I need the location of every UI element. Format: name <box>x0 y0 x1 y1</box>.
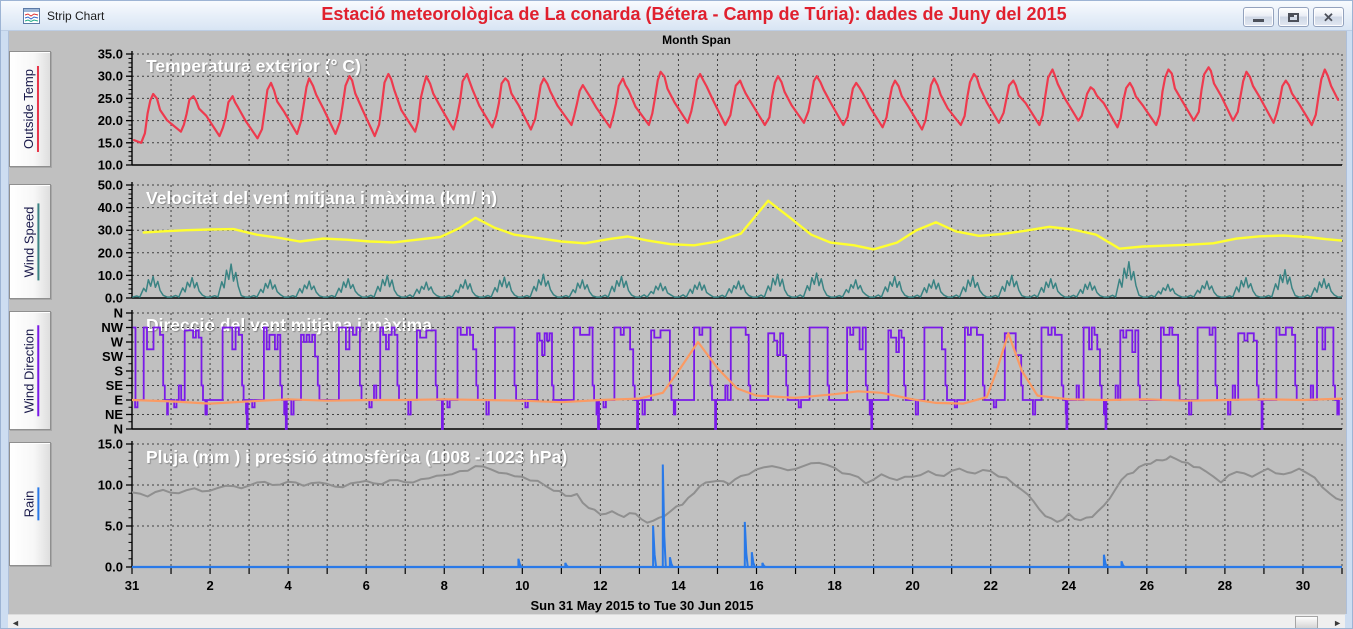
scroll-right-arrow[interactable]: ► <box>1333 618 1342 628</box>
close-icon: ✕ <box>1323 9 1334 25</box>
panel-button-outside-temp[interactable]: Outside Temp <box>9 51 51 167</box>
panel-button-wind-direction[interactable]: Wind Direction <box>9 311 51 430</box>
horizontal-scrollbar[interactable]: ◄ ► <box>8 614 1345 628</box>
scroll-left-arrow[interactable]: ◄ <box>11 618 20 628</box>
chart-title-wind-direction: Direcció del vent mitjana i màxima <box>146 315 432 335</box>
panel-button-label: Wind Speed <box>21 203 40 280</box>
panel-button-label: Outside Temp <box>21 66 39 152</box>
x-axis-date-range: Sun 31 May 2015 to Tue 30 Jun 2015 <box>530 598 754 613</box>
titlebar: Strip Chart Estació meteorològica de La … <box>1 1 1352 31</box>
minimize-icon <box>1253 19 1264 22</box>
panel-button-label: Rain <box>21 487 39 521</box>
month-span-label: Month Span <box>662 33 731 47</box>
window-heading: Estació meteorològica de La conarda (Bét… <box>321 4 1067 24</box>
window-controls: ✕ <box>1243 7 1344 27</box>
panel-button-rain[interactable]: Rain <box>9 442 51 566</box>
minimize-button[interactable] <box>1243 7 1274 27</box>
maximize-button[interactable] <box>1278 7 1309 27</box>
panel-button-label: Wind Direction <box>21 325 39 416</box>
chart-title-wind-speed: Velocitat del vent mitjana i màxima (km/… <box>146 188 498 208</box>
chart-title-rain-pressure: Pluja (mm ) i pressió atmosfèrica (1008 … <box>146 447 568 467</box>
chart-title-temperature: Temperatura exterior (° C) <box>146 56 361 76</box>
close-button[interactable]: ✕ <box>1313 7 1344 27</box>
maximize-icon <box>1288 12 1299 22</box>
app-icon <box>23 8 40 24</box>
scrollbar-thumb[interactable] <box>1295 616 1318 628</box>
panel-button-wind-speed[interactable]: Wind Speed <box>9 184 51 299</box>
window-title: Strip Chart <box>47 9 105 23</box>
